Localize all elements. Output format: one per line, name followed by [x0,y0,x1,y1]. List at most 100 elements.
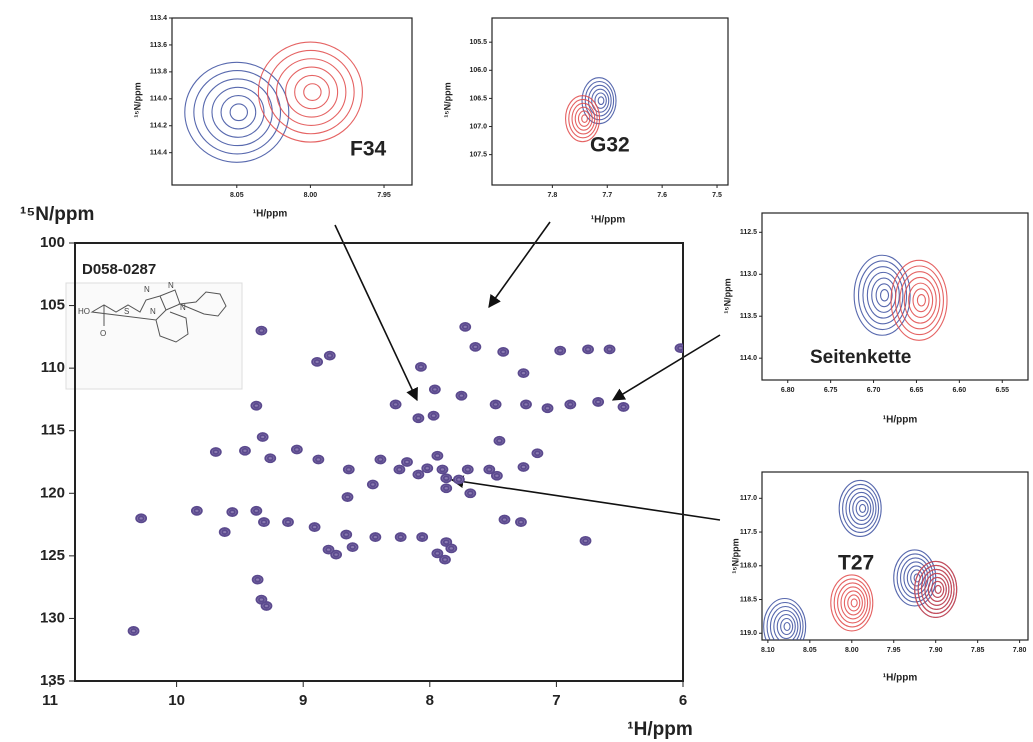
contour-ring [847,594,861,612]
x-tick-label: 6.75 [824,387,838,394]
peak [783,621,791,632]
contour-ring [275,58,347,126]
peaks [890,259,948,341]
x-tick-label: 7.90 [929,647,943,654]
contour-ring [910,569,924,587]
x-tick-label: 6.70 [867,387,881,394]
peak [392,401,400,408]
peak [417,363,425,370]
peak [517,519,525,525]
x-tick-label: 11 [42,692,58,709]
y-tick-label: 117.5 [740,529,757,536]
x-tick-label: 6.65 [910,387,924,394]
peak [934,584,942,594]
contour-ring [571,102,596,135]
peak [369,481,377,488]
y-tick-label: 125 [40,547,65,564]
contour-ring [565,95,601,143]
peak [423,465,431,472]
peak [496,437,503,444]
atom-label: N [168,281,174,290]
x-axis-label: ¹H/ppm [627,719,692,740]
peak [464,466,472,473]
x-tick-label: 7.80 [1013,647,1027,654]
peak [447,545,455,552]
y-axis-label: ¹⁵N/ppm [722,278,732,313]
x-axis-label: ¹H/ppm [591,215,626,226]
contour-ring [574,106,593,131]
peak [252,402,260,409]
contour-ring [853,254,911,336]
x-tick-label: 7.8 [548,192,558,199]
contour-ring [903,276,937,324]
peak [284,519,292,525]
peak [433,550,441,557]
y-axis-label: ¹⁵N/ppm [132,82,142,117]
contour-ring [914,560,958,618]
contour-ring [924,572,950,606]
y-tick-label: 113.5 [740,313,757,320]
x-tick-label: 7.5 [712,192,722,199]
y-axis-label: ¹⁵N/ppm [442,82,452,117]
annotation: T27 [838,552,874,575]
peak [326,352,334,359]
peak [916,294,926,307]
contour-ring [763,597,807,640]
contour-ring [855,499,869,517]
chart: 7.8 7.7 7.6 7.5 105.5 106.0 106.5 107.0 107.5 ¹H/… [442,17,729,226]
atom-label: N [180,303,186,312]
y-tick-label: 118.5 [740,596,757,603]
peak [254,576,262,583]
contour-ring [773,609,799,640]
contour-ring [577,110,591,127]
contour-ring [845,487,877,529]
peak [228,509,236,515]
peak [221,529,229,535]
atom-label: N [150,307,156,316]
contour-ring [769,605,802,640]
contour-ring [184,61,290,163]
contour-ring [830,574,874,632]
peak [879,288,890,302]
contour-ring [931,580,945,598]
y-tick-label: 114.0 [150,96,167,103]
contour-ring [912,288,930,313]
peak [397,534,405,540]
x-tick-label: 8.05 [803,647,817,654]
y-tick-label: 113.6 [150,42,167,49]
chart: 8.05 8.00 7.95 113.4 113.6 113.8 114.0 114.2 114… [132,15,413,220]
contour-ring [840,586,866,620]
x-tick-label: 7.95 [377,192,391,199]
contour-ring [848,491,874,525]
y-tick-label: 100 [40,234,65,251]
contour-ring [866,271,900,319]
peak [430,412,437,419]
peak [485,466,493,473]
atom-label: N [144,285,150,294]
contour-ring [193,70,282,155]
peak [461,323,469,330]
x-tick-label: 6.60 [953,387,967,394]
peak [263,603,270,609]
peak [377,456,384,463]
y-tick-label: 118.0 [740,563,757,570]
peak [859,503,867,513]
y-tick-label: 114.4 [150,150,167,157]
y-tick-label: 112.5 [740,229,757,236]
peak [677,345,683,352]
peak [522,401,530,408]
peaks [565,95,601,143]
contour-ring [266,49,355,135]
peak [566,401,574,408]
contour-ring [766,601,804,640]
x-tick-label: 7.7 [602,192,612,199]
peak [455,476,463,483]
contour-ring [857,260,908,331]
y-axis-label: ¹⁵N/ppm [730,538,740,573]
peak [396,466,403,473]
arrows [334,221,721,521]
x-axis-label: ¹H/ppm [253,209,288,220]
plot-frame [761,471,1029,641]
peak [130,628,137,634]
